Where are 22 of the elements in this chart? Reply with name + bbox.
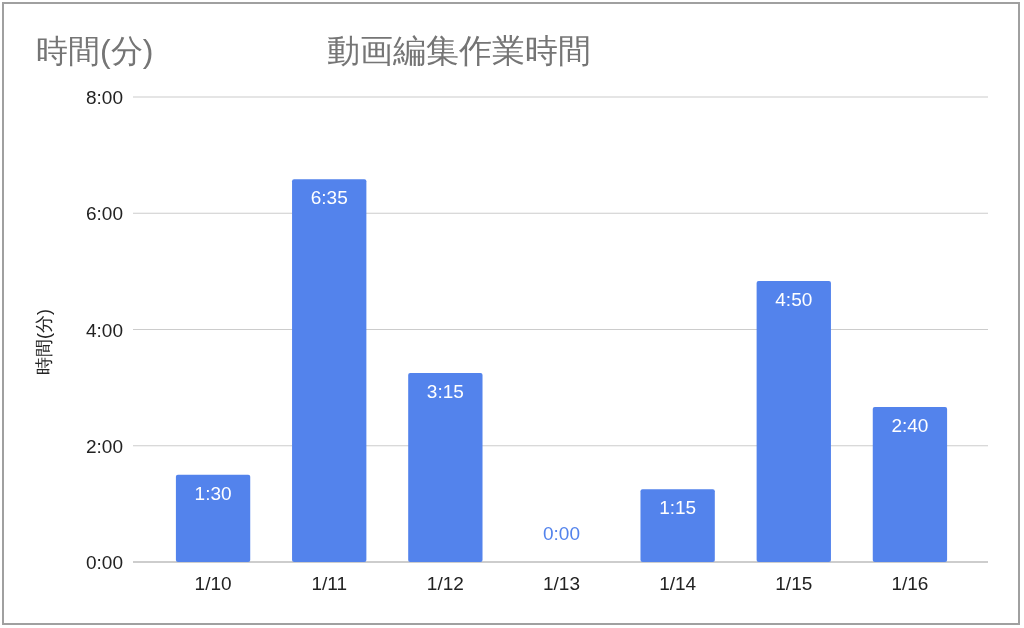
- ytick: 8:00: [86, 87, 123, 108]
- data-label: 0:00: [543, 523, 580, 544]
- data-label: 2:40: [891, 415, 929, 436]
- ylabel: 時間(分): [34, 309, 54, 375]
- data-label: 1:30: [194, 482, 232, 504]
- ytick: 6:00: [86, 203, 123, 225]
- title: 動画編集作業時間: [327, 32, 591, 69]
- xtick: 1/10: [194, 573, 232, 594]
- xtick: 1/11: [311, 573, 347, 594]
- xtick: 1/15: [775, 573, 813, 594]
- xtick: 1/12: [426, 573, 464, 594]
- xtick: 1/14: [659, 573, 697, 594]
- data-label: 3:15: [426, 381, 464, 403]
- annotation: 時間(分): [36, 33, 154, 69]
- data-label: 6:35: [310, 187, 348, 209]
- data-label: 4:50: [775, 289, 813, 311]
- xtick: 1/13: [543, 573, 580, 594]
- xtick: 1/16: [891, 573, 929, 594]
- ytick: 4:00: [86, 319, 123, 341]
- data-label: 1:15: [659, 497, 697, 519]
- ytick: 0:00: [86, 552, 123, 573]
- ytick: 2:00: [86, 435, 123, 457]
